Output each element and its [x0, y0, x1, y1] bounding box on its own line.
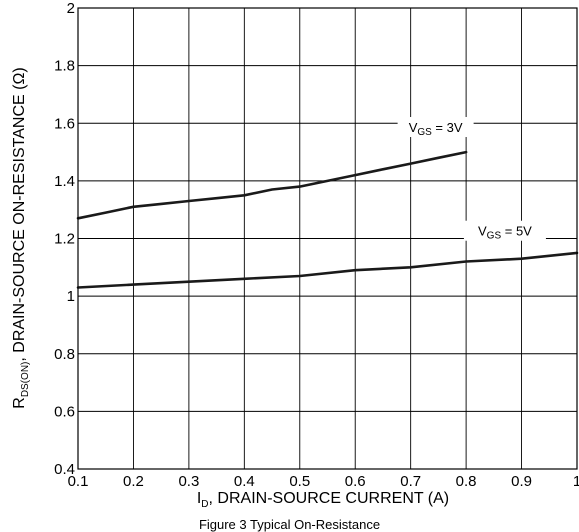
curves — [76, 150, 579, 289]
series-line-vgs-3v — [76, 150, 468, 220]
x-tick-label: 1 — [573, 473, 579, 490]
y-tick-label: 0.8 — [54, 346, 75, 363]
y-tick-label: 1.4 — [54, 173, 75, 190]
x-tick-labels: 0.1 0.2 0.3 0.4 0.5 0.6 0.7 0.8 0.9 1 — [68, 473, 579, 490]
plot-frame — [77, 7, 578, 470]
series-label: VGS = 3V — [409, 120, 463, 138]
series-label-background — [463, 220, 546, 241]
y-tick-label: 0.4 — [54, 461, 75, 478]
y-tick-labels: 0.4 0.6 0.8 1 1.2 1.4 1.6 1.8 2 — [54, 0, 75, 478]
y-tick-label: 1.2 — [54, 231, 75, 248]
x-tick-label: 0.5 — [289, 473, 310, 490]
y-tick-label: 0.6 — [54, 403, 75, 420]
series-line-vgs-5v — [76, 251, 579, 289]
y-axis-label: RDS(ON), DRAIN-SOURCE ON-RESISTANCE (Ω) — [11, 67, 31, 408]
y-tick-label: 1.8 — [54, 58, 75, 75]
x-tick-label: 0.3 — [178, 473, 199, 490]
x-tick-label: 0.4 — [234, 473, 255, 490]
x-tick-label: 0.9 — [511, 473, 532, 490]
x-tick-label: 0.1 — [68, 473, 89, 490]
y-tick-label: 1.6 — [54, 115, 75, 132]
x-tick-label: 0.8 — [456, 473, 477, 490]
series-labels: VGS = 3V VGS = 5V — [397, 117, 546, 242]
series-label: VGS = 5V — [478, 224, 532, 242]
series-label-background — [397, 117, 474, 138]
y-tick-label: 2 — [67, 0, 75, 17]
x-tick-label: 0.6 — [345, 473, 366, 490]
x-tick-label: 0.2 — [123, 473, 144, 490]
y-tick-label: 1 — [67, 288, 75, 305]
figure-caption: Figure 3 Typical On-Resistance — [198, 517, 381, 532]
x-axis-label: ID, DRAIN-SOURCE CURRENT (A) — [197, 490, 449, 510]
x-tick-label: 0.7 — [400, 473, 421, 490]
